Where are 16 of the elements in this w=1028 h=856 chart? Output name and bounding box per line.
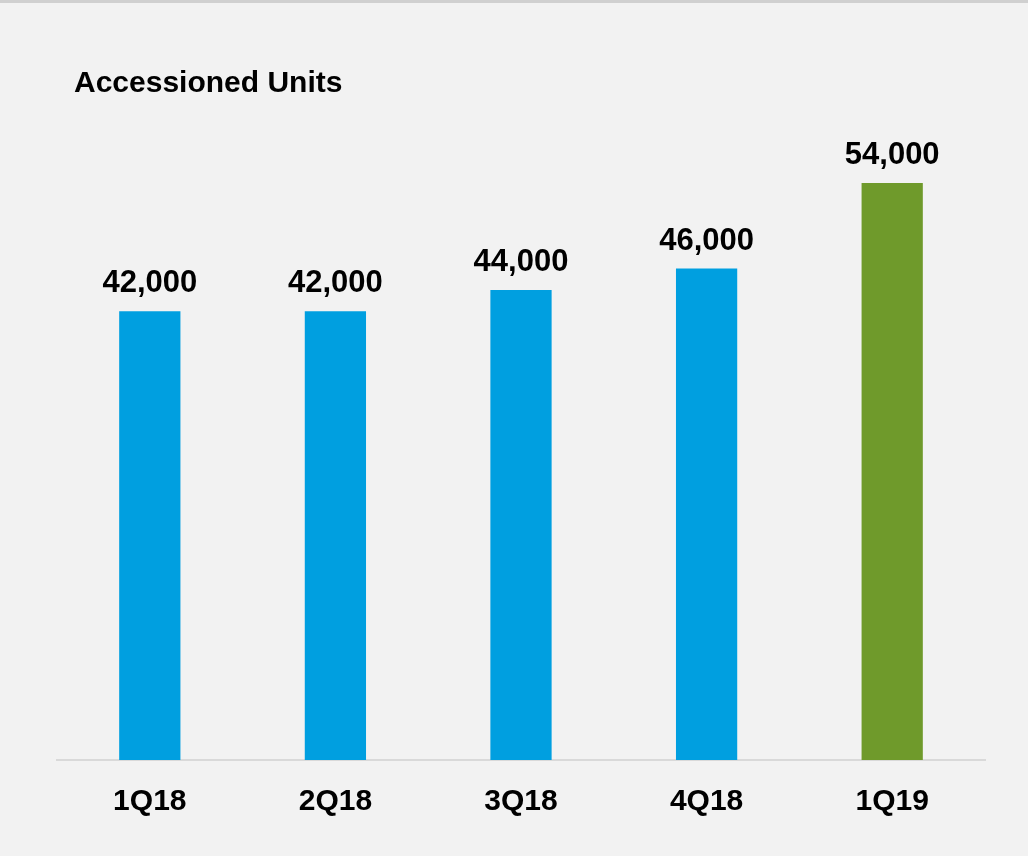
x-tick-label: 2Q18 xyxy=(298,783,373,817)
bar xyxy=(675,268,738,760)
data-label: 54,000 xyxy=(844,136,940,172)
data-label: 46,000 xyxy=(659,221,755,257)
x-tick-label: 3Q18 xyxy=(484,783,558,817)
x-tick-label: 1Q19 xyxy=(855,783,929,817)
x-tick-label: 1Q18 xyxy=(113,783,187,817)
bar xyxy=(861,183,923,760)
data-label: 42,000 xyxy=(287,264,383,300)
x-tick-label: 4Q18 xyxy=(669,783,744,817)
chart-title: Accessioned Units xyxy=(74,65,343,99)
data-label: 42,000 xyxy=(102,264,198,300)
bar xyxy=(490,289,552,760)
bar xyxy=(304,311,367,760)
bar xyxy=(119,311,181,760)
data-label: 44,000 xyxy=(473,242,569,278)
